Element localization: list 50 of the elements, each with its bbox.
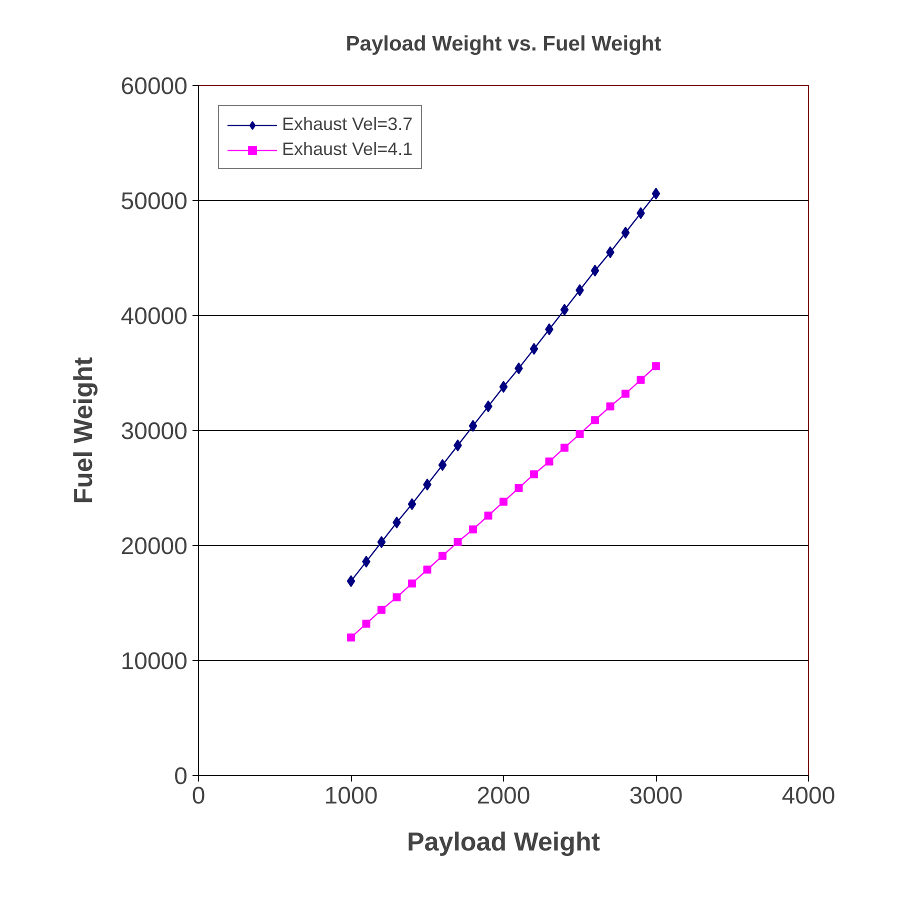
x-tick-label: 4000 [782,782,836,810]
point [346,575,356,588]
point [468,420,478,432]
point [377,536,386,548]
point [408,498,416,510]
y-tick-label: 10000 [120,648,188,675]
point [622,390,630,398]
point [530,470,538,478]
y-tick-label: 30000 [120,418,188,445]
point [423,566,432,574]
point [545,458,554,466]
y-tick-label: 40000 [120,303,188,330]
point [378,606,386,614]
point [606,402,614,410]
point [530,342,538,355]
x-tick-label: 3000 [629,782,683,810]
chart-title: Payload Weight vs. Fuel Weight [346,32,662,56]
x-axis-title: Payload Weight [406,826,600,856]
y-tick-label: 50000 [120,188,188,215]
legend-label: Exhaust Vel=4.1 [282,139,413,160]
point [438,459,447,471]
y-tick-label: 60000 [120,73,188,100]
point [560,444,568,452]
point [392,593,401,602]
point [590,264,600,277]
x-tick-label: 0 [192,782,206,810]
point [500,498,508,506]
point [621,226,630,239]
point [576,430,584,438]
point [499,380,508,393]
y-tick-label: 20000 [120,533,188,560]
point [347,634,355,642]
y-axis-title: Fuel Weight [68,356,98,504]
point [392,516,401,528]
point [454,538,462,546]
point [469,525,477,534]
point [484,512,492,520]
point [652,188,660,200]
point [362,620,370,628]
y-tick-label: 0 [174,763,188,790]
point [514,484,523,492]
x-tick-label: 1000 [324,782,378,810]
point [438,552,446,560]
point [408,579,416,588]
point [636,376,645,384]
point [591,416,599,424]
point [652,362,660,370]
legend-label: Exhaust Vel=3.7 [282,114,413,135]
x-tick-label: 2000 [476,782,530,810]
point [560,304,569,316]
